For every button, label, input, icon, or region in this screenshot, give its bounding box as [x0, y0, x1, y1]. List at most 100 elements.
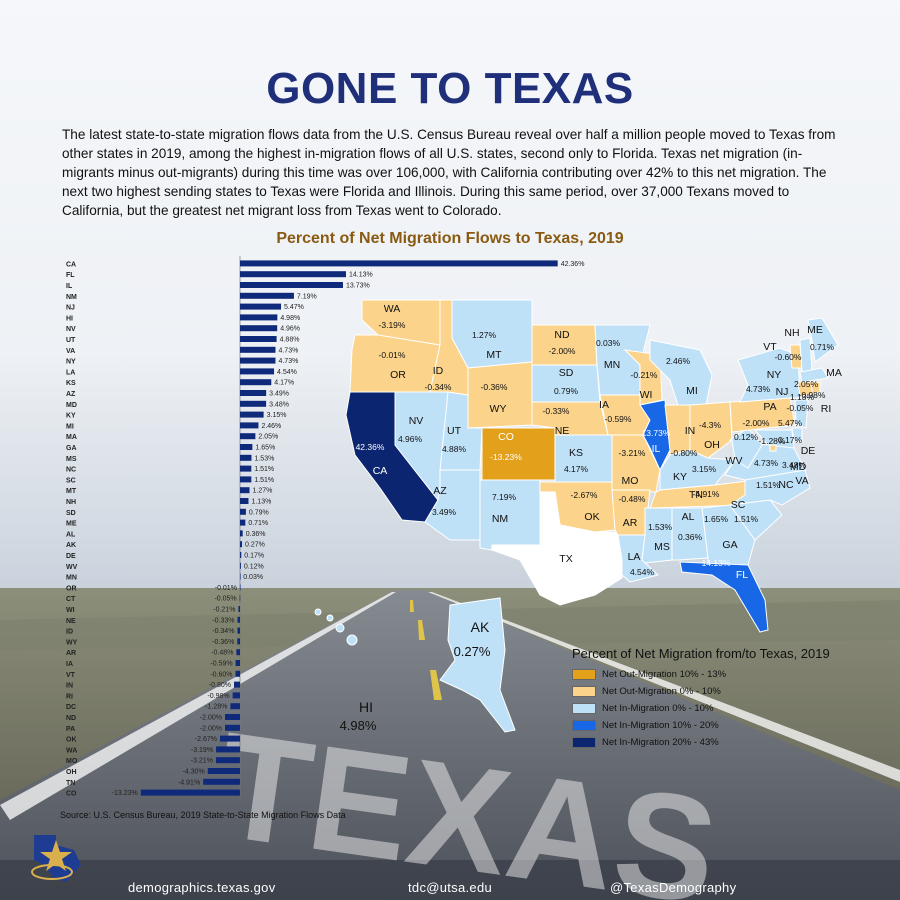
map-state-value: -2.00%: [743, 418, 770, 428]
map-state-value: -0.34%: [425, 382, 452, 392]
bar-oh: [207, 768, 240, 774]
map-state-abbr: ME: [807, 324, 823, 336]
map-state-abbr: WV: [726, 455, 743, 467]
bar-category-label: ID: [66, 629, 73, 636]
state-hi-islands: [314, 608, 358, 646]
legend-item: Net Out-Migration 0% - 10%: [572, 683, 830, 700]
map-state-value: 0.17%: [778, 435, 803, 445]
map-state-abbr: AR: [623, 517, 638, 529]
map-state-abbr: MO: [622, 475, 639, 487]
map-state-abbr: NH: [784, 327, 799, 339]
map-state-abbr: HI: [359, 699, 373, 715]
bar-category-label: IL: [66, 283, 73, 290]
bar-il: [240, 282, 343, 288]
legend-label: Net Out-Migration 10% - 13%: [602, 669, 727, 680]
map-state-value: -0.33%: [543, 406, 570, 416]
bar-value-label: -0.80%: [209, 682, 231, 689]
map-state-value: 0.36%: [678, 532, 703, 542]
bar-category-label: MO: [66, 758, 78, 765]
state-ks: [554, 434, 613, 483]
map-state-value: -3.21%: [619, 448, 646, 458]
bar-value-label: 1.51%: [254, 477, 274, 484]
state-fl: [679, 561, 769, 633]
map-state-value: -0.21%: [631, 370, 658, 380]
bar-category-label: NH: [66, 499, 76, 506]
map-state-abbr: MN: [604, 359, 620, 371]
map-state-abbr: NJ: [776, 386, 789, 398]
map-state-value: 0.12%: [734, 432, 759, 442]
bar-value-label: 2.05%: [258, 434, 278, 441]
map-state-value: 1.51%: [734, 514, 759, 524]
map-state-value: 3.49%: [432, 507, 457, 517]
bar-fl: [240, 271, 346, 278]
bar-category-label: TN: [66, 780, 75, 787]
bar-sc: [240, 476, 252, 483]
bar-mt: [240, 487, 250, 494]
legend-swatch: [572, 737, 596, 748]
map-state-value: 2.05%: [794, 379, 819, 389]
bar-category-label: KY: [66, 413, 76, 420]
bar-ca: [240, 260, 558, 267]
map-state-value: 4.73%: [746, 384, 771, 394]
map-state-value: 7.19%: [492, 492, 517, 502]
state-oh: [689, 401, 733, 459]
bar-tn: [203, 778, 240, 785]
map-state-value: 4.73%: [754, 458, 779, 468]
legend-item: Net Out-Migration 10% - 13%: [572, 666, 830, 683]
bar-ok: [219, 735, 240, 742]
map-state-value: -3.19%: [379, 320, 406, 330]
bar-hi: [240, 314, 278, 321]
map-state-abbr: UT: [447, 425, 462, 437]
legend-swatch: [572, 703, 596, 714]
bar-ne: [237, 616, 240, 623]
bar-value-label: 3.15%: [267, 412, 287, 419]
legend-item: Net In-Migration 0% - 10%: [572, 700, 830, 717]
map-state-abbr: DE: [801, 445, 816, 457]
footer-twitter[interactable]: @TexasDemography: [610, 880, 737, 895]
footer-email[interactable]: tdc@utsa.edu: [408, 880, 493, 895]
bar-category-label: CO: [66, 791, 77, 798]
bar-value-label: -0.05%: [214, 596, 236, 603]
bar-ga: [240, 444, 253, 450]
map-state-value: 3.15%: [692, 464, 717, 474]
state-ri: [811, 381, 821, 395]
state-ak: [439, 597, 516, 733]
bar-wa: [216, 746, 240, 753]
bar-value-label: 13.73%: [346, 283, 370, 290]
bar-category-label: DE: [66, 553, 76, 560]
bar-in: [234, 681, 240, 688]
bar-dc: [230, 703, 240, 710]
bar-ny: [240, 357, 276, 364]
map-state-value: -2.67%: [571, 490, 598, 500]
bar-category-label: WA: [66, 747, 77, 754]
map-state-abbr: GA: [722, 539, 737, 551]
map-state-value: 1.65%: [704, 514, 729, 524]
footer-website[interactable]: demographics.texas.gov: [128, 880, 276, 895]
bar-nm: [240, 292, 294, 299]
bar-category-label: SD: [66, 510, 76, 517]
bar-value-label: 1.13%: [251, 499, 271, 506]
bar-category-label: FL: [66, 272, 75, 279]
bar-category-label: OH: [66, 769, 77, 776]
state-tx: [491, 491, 623, 606]
legend-swatch: [572, 669, 596, 680]
bar-ma: [240, 433, 256, 440]
bar-co: [140, 789, 240, 796]
bar-md: [240, 400, 267, 407]
bar-value-label: 5.47%: [284, 304, 304, 311]
map-state-abbr: ND: [554, 329, 570, 341]
bar-value-label: -13.23%: [112, 790, 138, 797]
map-state-abbr: AL: [682, 511, 695, 523]
map-state-abbr: PA: [763, 401, 776, 413]
bar-value-label: -2.67%: [195, 736, 217, 743]
bar-value-label: 0.03%: [243, 574, 263, 581]
legend-label: Net In-Migration 20% - 43%: [602, 737, 719, 748]
map-state-abbr: CA: [373, 465, 388, 477]
page-title: GONE TO TEXAS: [266, 64, 634, 113]
bar-value-label: -0.60%: [210, 671, 232, 678]
bar-category-label: WV: [66, 564, 78, 571]
map-state-value: -0.05%: [787, 403, 814, 413]
map-state-abbr: SC: [731, 499, 746, 511]
state-dc: [769, 444, 777, 452]
